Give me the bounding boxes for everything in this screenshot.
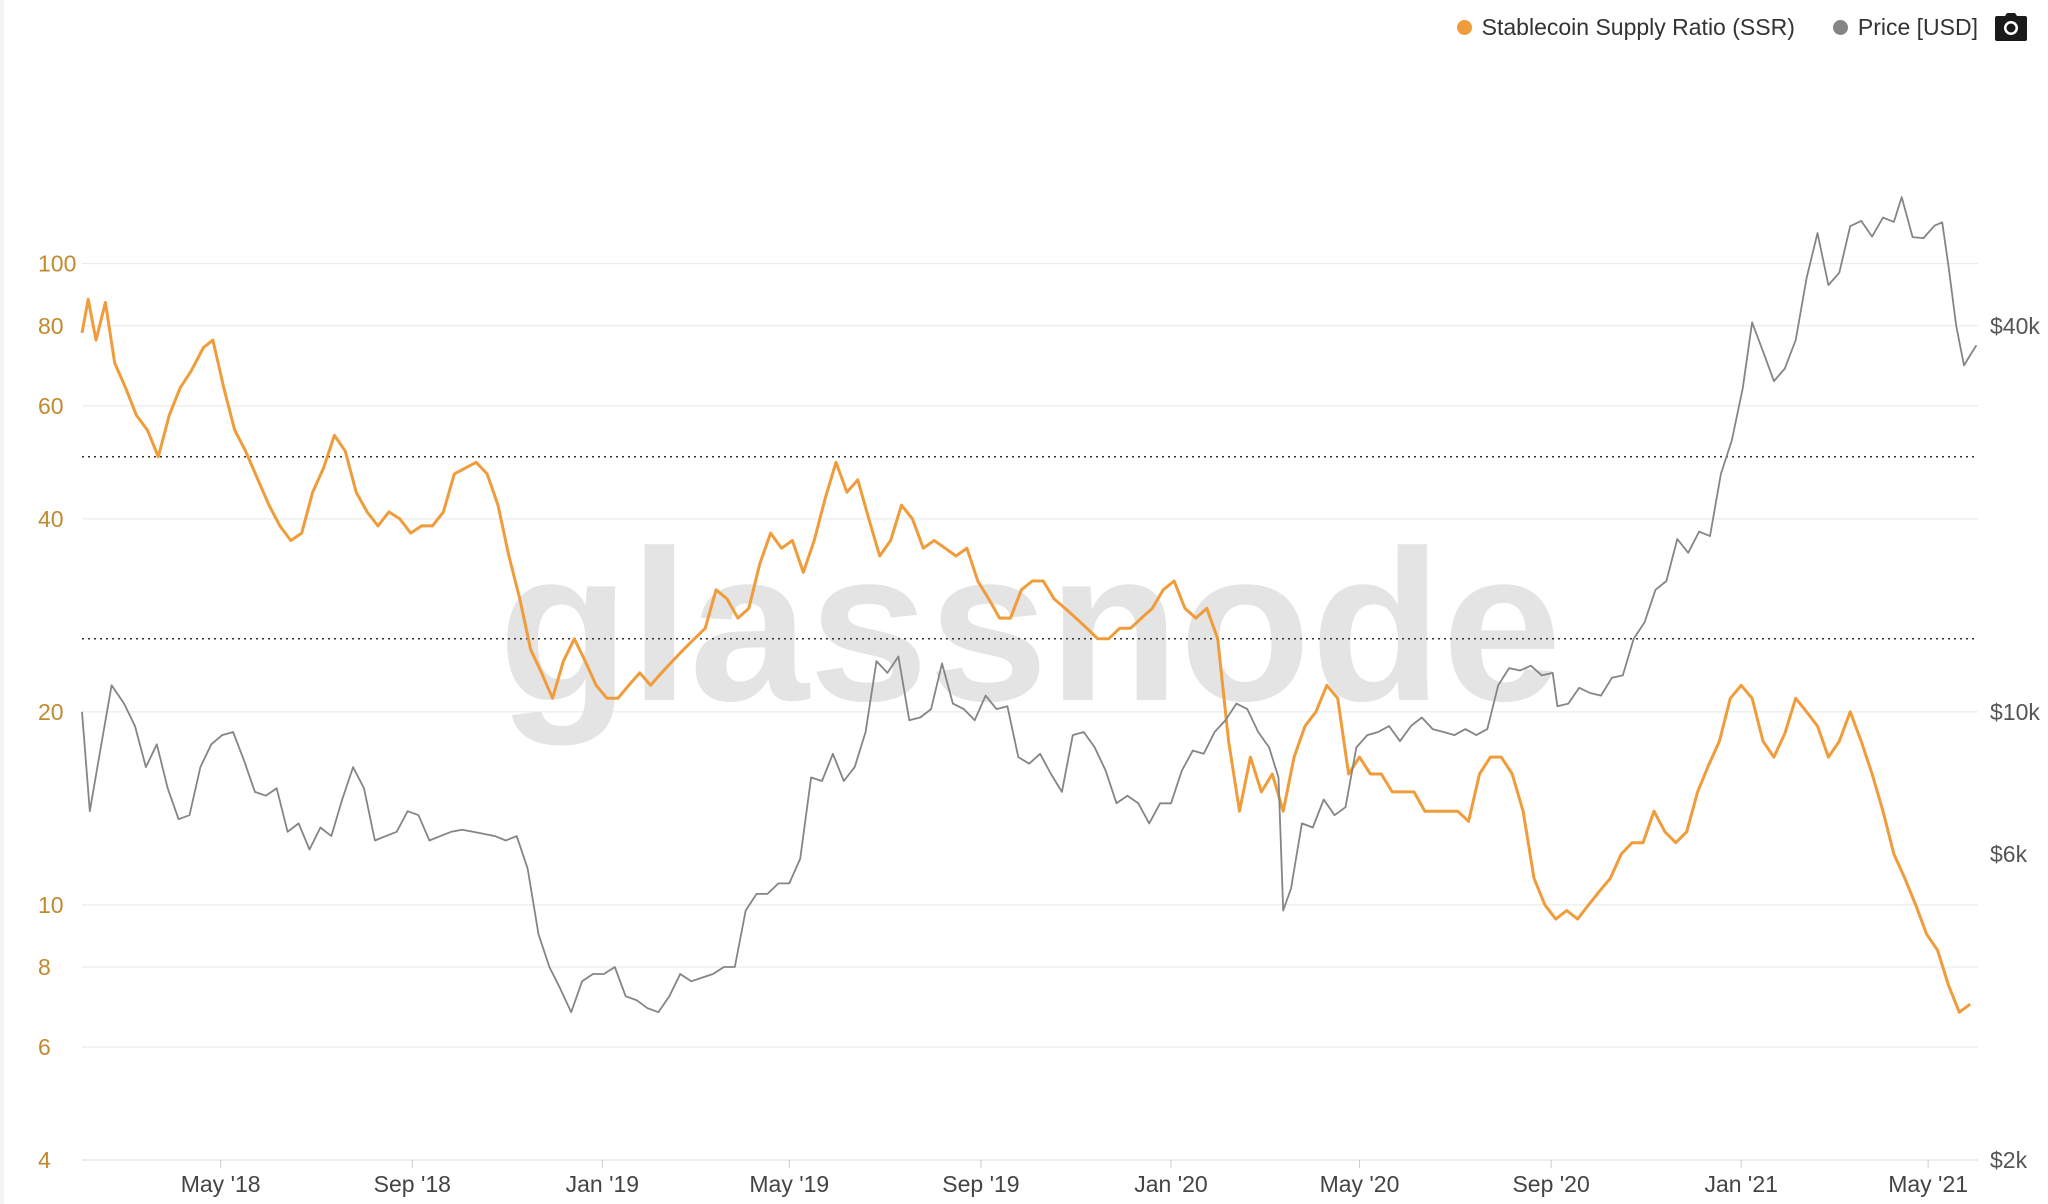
ssr-legend-label: Stablecoin Supply Ratio (SSR)	[1481, 14, 1795, 40]
price-legend-label: Price [USD]	[1857, 14, 1978, 40]
right-tick-label: $40k	[1990, 313, 2040, 339]
right-tick-label: $2k	[1990, 1147, 2028, 1173]
left-tick-label: 40	[38, 506, 64, 532]
left-edge-border	[0, 0, 4, 1204]
x-tick-label: May '20	[1320, 1171, 1400, 1197]
legend-item-price[interactable]: Price [USD]	[1832, 14, 1978, 41]
left-tick-label: 8	[38, 954, 51, 980]
camera-icon[interactable]	[1994, 12, 2028, 42]
left-tick-label: 20	[38, 699, 64, 725]
reference-lines	[82, 455, 1978, 640]
series-layer	[80, 196, 1978, 1014]
left-tick-label: 6	[38, 1034, 51, 1060]
x-tick-label: Jan '19	[566, 1171, 639, 1197]
price-legend-dot	[1832, 20, 1848, 35]
legend-item-ssr[interactable]: Stablecoin Supply Ratio (SSR)	[1456, 14, 1795, 41]
x-tick-label: Sep '20	[1512, 1171, 1589, 1197]
left-axis: 4 6 8 10 20 40 60 80 100	[38, 251, 76, 1173]
x-tick-label: Sep '18	[374, 1171, 451, 1197]
x-axis: May '18 Sep '18 Jan '19 May '19 Sep '19 Jan '…	[82, 1159, 1978, 1197]
x-tick-label: Jan '20	[1134, 1171, 1207, 1197]
x-tick-label: May '21	[1888, 1171, 1968, 1197]
left-tick-label: 4	[38, 1147, 51, 1173]
right-tick-label: $6k	[1990, 841, 2028, 867]
x-tick-label: May '18	[181, 1171, 261, 1197]
left-tick-label: 80	[38, 313, 64, 339]
price-series-line	[81, 196, 1978, 1014]
x-tick-label: Sep '19	[942, 1171, 1019, 1197]
left-tick-label: 60	[38, 393, 64, 419]
x-tick-label: May '19	[749, 1171, 829, 1197]
left-tick-label: 100	[38, 251, 76, 277]
ssr-series-line	[80, 297, 1972, 1014]
right-tick-label: $10k	[1990, 699, 2040, 725]
right-axis: $2k $6k $10k $40k	[1990, 313, 2040, 1173]
watermark: glassnode	[498, 505, 1561, 746]
x-tick-label: Jan '21	[1704, 1171, 1777, 1197]
legend: Stablecoin Supply Ratio (SSR) Price [USD…	[1456, 14, 1978, 41]
left-tick-label: 10	[38, 892, 64, 918]
ssr-legend-dot	[1456, 20, 1472, 35]
